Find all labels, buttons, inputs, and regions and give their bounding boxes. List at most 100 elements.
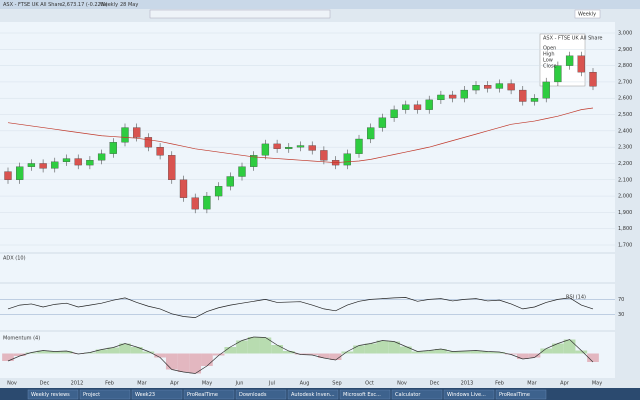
- candle-body: [74, 158, 82, 166]
- momentum-bar: [516, 353, 529, 359]
- period: Weekly: [100, 2, 118, 8]
- taskbar-button[interactable]: [443, 389, 495, 400]
- taskbar-label: Windows Live...: [447, 392, 486, 398]
- candle-body: [97, 153, 106, 161]
- y-tick-label: 3,000: [618, 31, 632, 37]
- candle-body: [62, 158, 71, 162]
- momentum-bar: [528, 353, 541, 358]
- candle-body: [179, 179, 188, 198]
- adx-label: ADX (10): [3, 256, 26, 262]
- momentum-bar: [364, 343, 377, 354]
- candle-body: [530, 98, 539, 102]
- momentum-bar: [318, 353, 330, 358]
- momentum-bar: [540, 348, 553, 354]
- momentum-bar: [388, 341, 400, 354]
- candle-body: [355, 138, 363, 154]
- x-tick-label: Jun: [235, 381, 244, 387]
- candle-body: [589, 71, 597, 87]
- momentum-bar: [259, 337, 272, 354]
- x-tick-label: Feb: [495, 381, 504, 387]
- tooltip-row: Low: [543, 58, 553, 64]
- y-tick-label: 1,900: [618, 210, 632, 216]
- x-tick-label: Dec: [40, 381, 50, 387]
- momentum-bar: [423, 350, 436, 354]
- momentum-bar: [142, 351, 155, 354]
- momentum-bar: [247, 337, 260, 354]
- y-tick-label: 2,600: [618, 96, 632, 102]
- x-tick-label: Jul: [268, 381, 275, 387]
- x-tick-label: Oct: [365, 381, 374, 387]
- momentum-bar: [165, 353, 178, 370]
- candle-body: [308, 145, 316, 151]
- momentum-bar: [446, 351, 459, 354]
- momentum-bar: [107, 347, 120, 354]
- taskbar-button[interactable]: [27, 389, 79, 400]
- y-tick-label: 1,700: [618, 243, 632, 249]
- momentum-bar: [458, 351, 471, 354]
- taskbar-button[interactable]: [79, 389, 131, 400]
- rsi-tick-label: 30: [618, 312, 624, 318]
- toolbar[interactable]: [149, 9, 331, 19]
- tooltip: [539, 33, 586, 87]
- taskbar-button[interactable]: [131, 389, 183, 400]
- momentum-bar: [13, 353, 26, 356]
- candle-body: [554, 65, 562, 83]
- taskbar-button[interactable]: [495, 389, 547, 400]
- taskbar-button[interactable]: [339, 389, 391, 400]
- period-select[interactable]: [574, 9, 601, 19]
- momentum-bar: [271, 345, 283, 354]
- momentum-bar: [353, 345, 365, 354]
- rsi-tick-label: 70: [618, 297, 624, 303]
- candle-body: [402, 104, 410, 110]
- candle-body: [144, 137, 153, 148]
- title-bar: [0, 0, 640, 9]
- candle-body: [296, 145, 305, 148]
- candle-body: [413, 104, 422, 110]
- momentum-bar: [493, 352, 506, 354]
- y-tick-label: 2,700: [618, 79, 632, 85]
- taskbar-button[interactable]: [235, 389, 287, 400]
- candle-body: [39, 163, 47, 169]
- tooltip-row: Close: [543, 64, 557, 70]
- y-tick-label: 2,400: [618, 128, 632, 134]
- candle-body: [460, 89, 468, 99]
- taskbar-label: Autodesk Inven...: [291, 392, 335, 398]
- taskbar-label: Project: [83, 392, 100, 398]
- momentum-bar: [95, 349, 108, 354]
- momentum-bar: [236, 340, 248, 354]
- candle-body: [542, 81, 550, 99]
- candle-body: [448, 94, 457, 99]
- momentum-label: Momentum (4): [3, 336, 40, 342]
- tooltip-row: Open: [543, 46, 556, 52]
- x-tick-label: Aug: [300, 381, 310, 387]
- momentum-bar: [399, 346, 412, 354]
- y-tick-label: 2,000: [618, 194, 632, 200]
- momentum-bar: [306, 353, 319, 355]
- candle-body: [507, 83, 515, 91]
- momentum-bar: [505, 353, 517, 355]
- candle-body: [378, 117, 387, 128]
- candle-body: [519, 89, 527, 102]
- candle-body: [109, 142, 117, 154]
- candle-body: [156, 147, 164, 156]
- candle-body: [16, 166, 24, 180]
- x-tick-label: Apr: [170, 381, 180, 387]
- taskbar-button[interactable]: [391, 389, 443, 400]
- candle-body: [168, 155, 176, 180]
- x-tick-label: Sep: [332, 381, 341, 387]
- taskbar-button[interactable]: [183, 389, 235, 400]
- candle-body: [191, 197, 199, 210]
- candle-body: [4, 171, 12, 180]
- momentum-line: [7, 336, 594, 374]
- taskbar-label: Weekly reviews: [31, 392, 70, 398]
- candle-body: [250, 155, 258, 167]
- taskbar-button[interactable]: [287, 389, 339, 400]
- candle-body: [484, 85, 492, 89]
- tooltip-row: High: [543, 52, 555, 58]
- rsi-line: [7, 297, 594, 318]
- candle-body: [226, 176, 234, 187]
- candle-body: [133, 127, 141, 138]
- momentum-bar: [552, 343, 564, 354]
- momentum-bar: [48, 351, 61, 354]
